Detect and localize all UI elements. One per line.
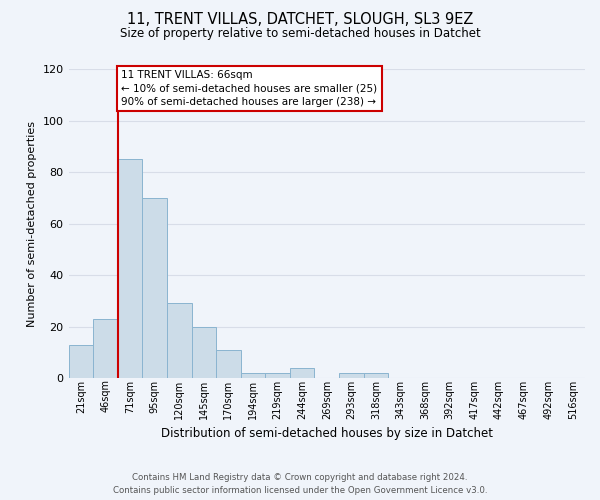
Bar xyxy=(290,368,314,378)
Text: 11 TRENT VILLAS: 66sqm
← 10% of semi-detached houses are smaller (25)
90% of sem: 11 TRENT VILLAS: 66sqm ← 10% of semi-det… xyxy=(121,70,377,106)
Text: 11, TRENT VILLAS, DATCHET, SLOUGH, SL3 9EZ: 11, TRENT VILLAS, DATCHET, SLOUGH, SL3 9… xyxy=(127,12,473,28)
Bar xyxy=(167,304,191,378)
Bar xyxy=(93,319,118,378)
Bar xyxy=(265,373,290,378)
Bar xyxy=(118,159,142,378)
X-axis label: Distribution of semi-detached houses by size in Datchet: Distribution of semi-detached houses by … xyxy=(161,427,493,440)
Bar xyxy=(241,373,265,378)
Bar xyxy=(339,373,364,378)
Bar xyxy=(216,350,241,378)
Bar xyxy=(364,373,388,378)
Y-axis label: Number of semi-detached properties: Number of semi-detached properties xyxy=(27,120,37,326)
Text: Size of property relative to semi-detached houses in Datchet: Size of property relative to semi-detach… xyxy=(119,28,481,40)
Bar xyxy=(142,198,167,378)
Text: Contains HM Land Registry data © Crown copyright and database right 2024.
Contai: Contains HM Land Registry data © Crown c… xyxy=(113,474,487,495)
Bar xyxy=(68,344,93,378)
Bar xyxy=(191,326,216,378)
